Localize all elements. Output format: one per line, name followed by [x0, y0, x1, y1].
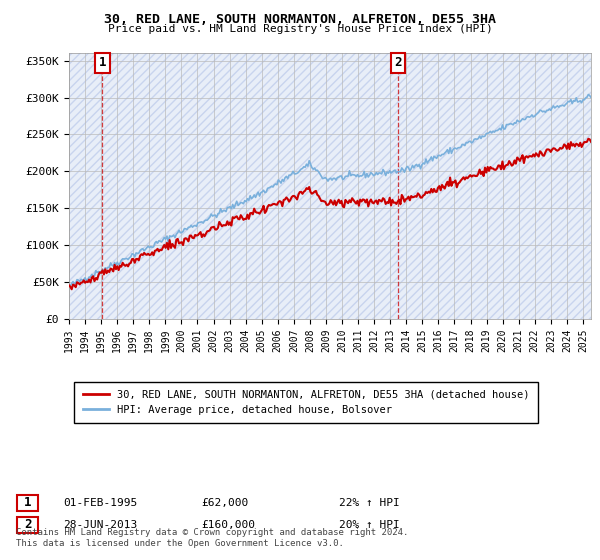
Text: 20% ↑ HPI: 20% ↑ HPI: [339, 520, 400, 530]
Text: £62,000: £62,000: [201, 498, 248, 508]
Text: Contains HM Land Registry data © Crown copyright and database right 2024.
This d: Contains HM Land Registry data © Crown c…: [16, 528, 409, 548]
Text: 2: 2: [24, 518, 31, 531]
Text: 1: 1: [24, 496, 31, 510]
Text: 2: 2: [394, 56, 402, 69]
Text: £160,000: £160,000: [201, 520, 255, 530]
Text: 30, RED LANE, SOUTH NORMANTON, ALFRETON, DE55 3HA: 30, RED LANE, SOUTH NORMANTON, ALFRETON,…: [104, 13, 496, 26]
FancyBboxPatch shape: [17, 495, 38, 511]
Text: 01-FEB-1995: 01-FEB-1995: [63, 498, 137, 508]
Text: 22% ↑ HPI: 22% ↑ HPI: [339, 498, 400, 508]
Text: Price paid vs. HM Land Registry's House Price Index (HPI): Price paid vs. HM Land Registry's House …: [107, 24, 493, 34]
FancyBboxPatch shape: [17, 517, 38, 533]
Text: 28-JUN-2013: 28-JUN-2013: [63, 520, 137, 530]
Legend: 30, RED LANE, SOUTH NORMANTON, ALFRETON, DE55 3HA (detached house), HPI: Average: 30, RED LANE, SOUTH NORMANTON, ALFRETON,…: [74, 381, 538, 423]
Text: 1: 1: [98, 56, 106, 69]
